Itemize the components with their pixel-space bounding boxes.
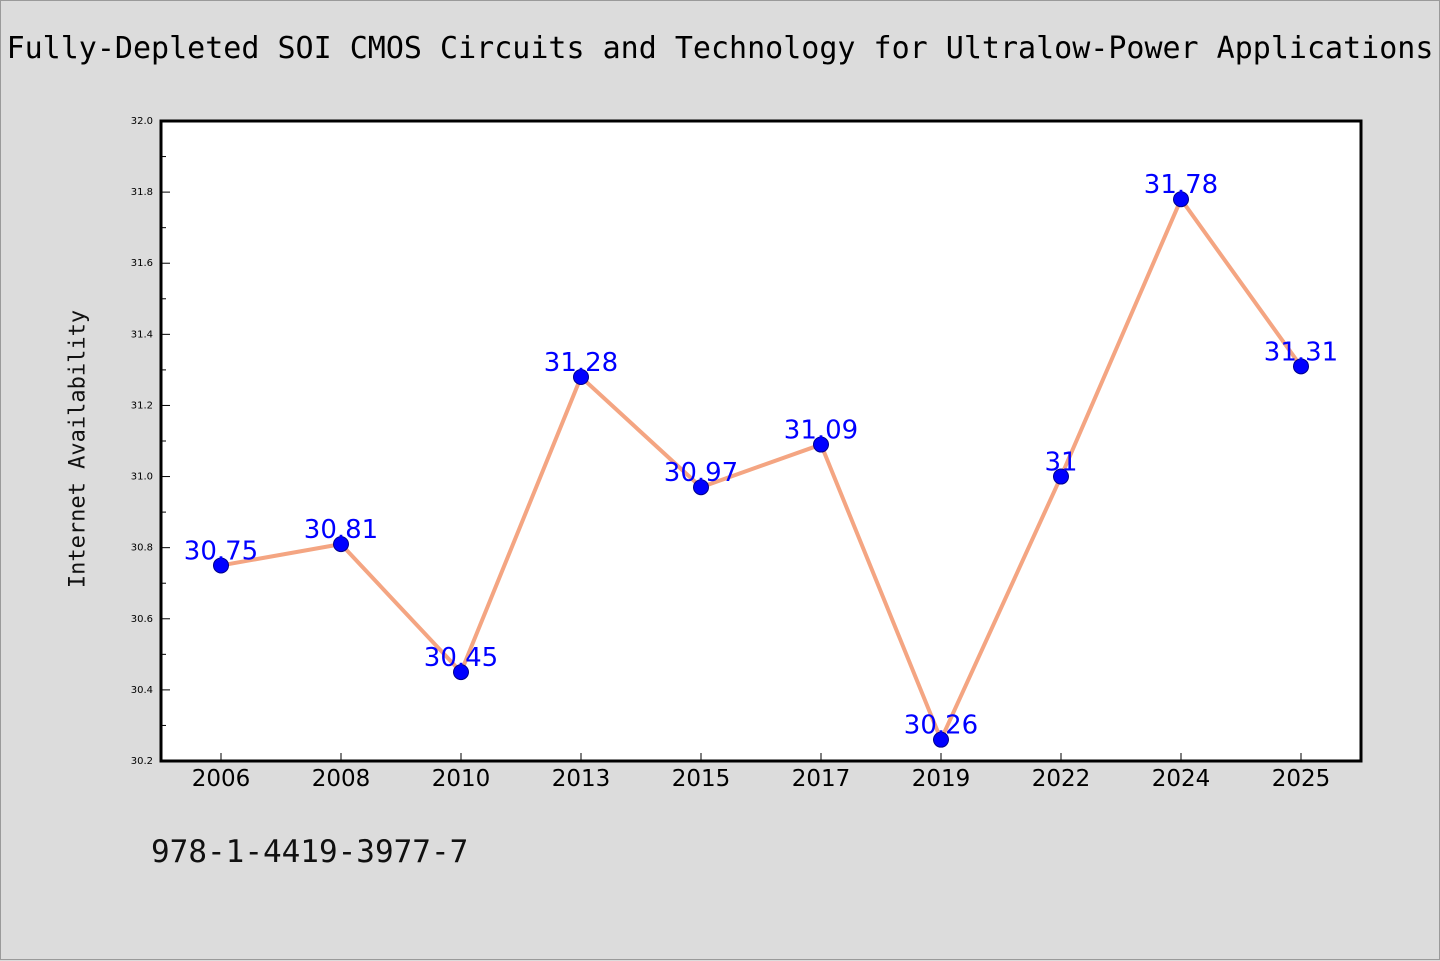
data-point xyxy=(453,664,469,681)
y-tick-label: 31.2 xyxy=(131,400,153,411)
data-point xyxy=(1173,191,1189,208)
chart-title: Fully-Depleted SOI CMOS Circuits and Tec… xyxy=(6,31,1434,66)
y-tick-label: 31.4 xyxy=(131,329,153,340)
data-point xyxy=(213,557,229,574)
data-point xyxy=(933,731,949,748)
data-point xyxy=(1293,358,1309,375)
data-label: 31.78 xyxy=(1144,170,1218,200)
plot-area xyxy=(161,121,1361,761)
x-tick-label: 2008 xyxy=(312,766,371,792)
x-tick-label: 2025 xyxy=(1272,766,1331,792)
y-tick-label: 31.0 xyxy=(131,472,153,483)
data-point xyxy=(813,436,829,453)
x-tick-label: 2017 xyxy=(792,766,851,792)
data-label: 31 xyxy=(1044,448,1077,478)
data-point xyxy=(693,479,709,496)
y-tick-label: 31.8 xyxy=(131,187,153,198)
isbn-text: 978-1-4419-3977-7 xyxy=(151,834,469,870)
y-tick-label: 31.6 xyxy=(131,258,153,269)
y-tick-label: 32.0 xyxy=(131,116,153,127)
y-tick-label: 30.4 xyxy=(131,685,153,696)
data-label: 30.45 xyxy=(424,643,498,673)
data-label: 31.09 xyxy=(784,416,858,446)
data-point xyxy=(333,536,349,553)
x-tick-label: 2010 xyxy=(432,766,491,792)
x-tick-label: 2019 xyxy=(912,766,971,792)
data-label: 30.26 xyxy=(904,711,978,741)
data-point xyxy=(1053,468,1069,485)
data-label: 30.81 xyxy=(304,515,378,545)
data-label: 30.97 xyxy=(664,458,738,488)
series-line xyxy=(219,197,1303,742)
data-label: 30.75 xyxy=(184,536,258,566)
data-label: 31.28 xyxy=(544,348,618,378)
x-tick-label: 2013 xyxy=(552,766,611,792)
data-label: 31.31 xyxy=(1264,337,1338,367)
y-tick-label: 30.8 xyxy=(131,543,153,554)
y-tick-label: 30.2 xyxy=(131,756,153,767)
x-tick-label: 2024 xyxy=(1152,766,1211,792)
data-point xyxy=(573,369,589,385)
y-tick-label: 30.6 xyxy=(131,614,153,625)
plot-border xyxy=(159,119,1363,763)
x-tick-label: 2006 xyxy=(192,766,251,792)
x-tick-label: 2022 xyxy=(1032,766,1091,792)
x-tick-label: 2015 xyxy=(672,766,731,792)
